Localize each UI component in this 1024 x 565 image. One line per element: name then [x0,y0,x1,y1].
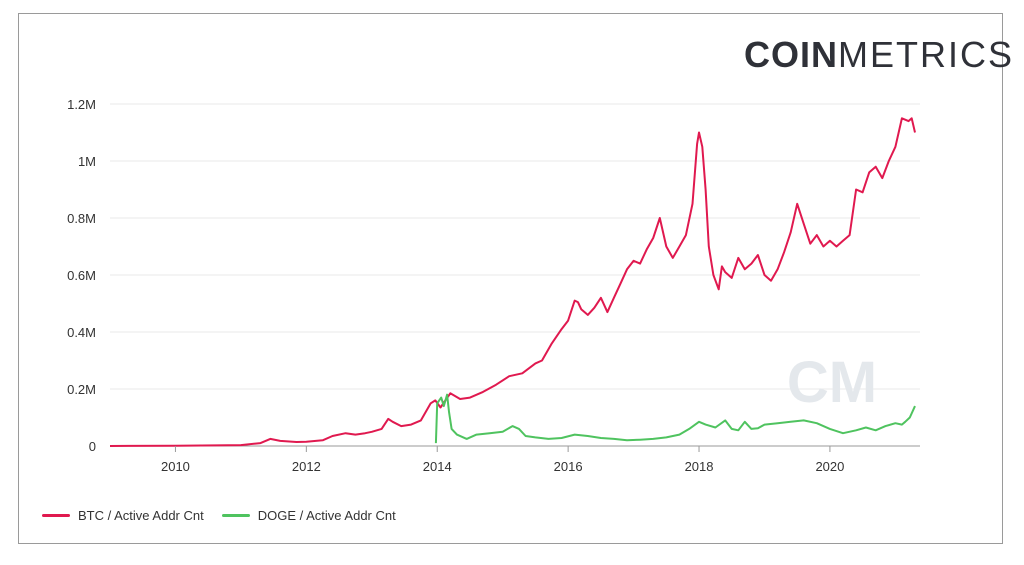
y-tick-label: 0.2M [67,382,96,397]
y-tick-label: 0 [89,439,96,454]
x-tick-label: 2016 [554,459,583,474]
chart-frame [18,13,1003,544]
logo-light-text: METRICS [838,34,1014,75]
y-tick-label: 1.2M [67,97,96,112]
legend-label-doge: DOGE / Active Addr Cnt [257,508,396,523]
series-lines [109,117,916,447]
series-line-btc[interactable] [109,117,916,447]
legend-item-btc[interactable]: BTC / Active Addr Cnt [42,508,204,523]
y-tick-label: 0.4M [67,325,96,340]
x-tick-label: 2012 [292,459,321,474]
x-tick-label: 2010 [161,459,190,474]
legend-swatch-btc [42,514,70,517]
series-line-doge[interactable] [434,393,916,444]
y-tick-label: 1M [78,154,96,169]
grid-lines [110,103,920,447]
legend: BTC / Active Addr Cnt DOGE / Active Addr… [42,508,414,523]
y-tick-label: 0.6M [67,268,96,283]
y-tick-label: 0.8M [67,211,96,226]
y-axis: 0 0.2M 0.4M 0.6M 0.8M 1M 1.2M [67,97,96,454]
x-tick-label: 2014 [423,459,452,474]
x-tick-label: 2020 [815,459,844,474]
x-axis: 2010 2012 2014 2016 2018 2020 [161,446,844,474]
legend-swatch-doge [221,514,250,517]
x-tick-label: 2018 [685,459,714,474]
logo-bold-text: COIN [744,34,838,75]
legend-item-doge[interactable]: DOGE / Active Addr Cnt [221,508,396,523]
coinmetrics-logo: COINMETRICS [744,34,1014,76]
legend-label-btc: BTC / Active Addr Cnt [78,508,204,523]
watermark-cm: CM [787,350,877,415]
